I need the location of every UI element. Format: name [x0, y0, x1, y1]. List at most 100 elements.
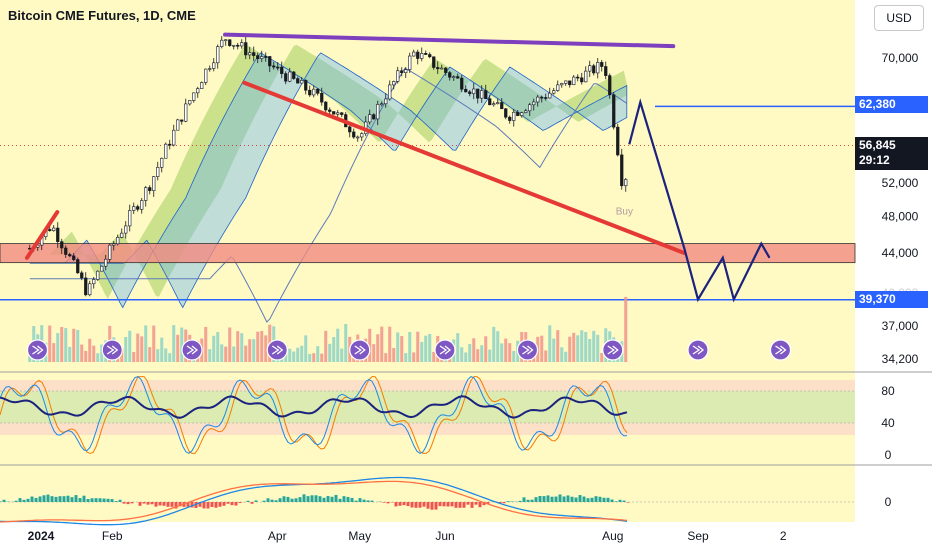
volume-bar: [300, 346, 303, 362]
volume-bar: [376, 334, 379, 362]
candle-body: [492, 104, 495, 105]
macd-histogram-bar: [167, 502, 170, 507]
volume-bar: [208, 349, 211, 362]
candle-body: [72, 256, 75, 260]
macd-histogram-bar: [591, 498, 594, 502]
candle-body: [360, 134, 363, 137]
volume-bar: [344, 324, 347, 362]
volume-bar: [432, 352, 435, 362]
candle-body: [284, 74, 287, 82]
volume-bar: [328, 344, 331, 362]
macd-histogram-bar: [247, 501, 250, 502]
candle-body: [108, 245, 111, 259]
candle-body: [608, 76, 611, 95]
candle-body: [532, 102, 535, 105]
macd-histogram-bar: [451, 502, 454, 506]
candle-body: [520, 113, 523, 116]
event-marker-icon: [182, 340, 202, 360]
candle-body: [64, 248, 67, 254]
candle-body: [236, 45, 239, 46]
oscillator-oversold-band: [0, 423, 855, 435]
macd-histogram-bar: [275, 500, 278, 502]
candle-body: [220, 40, 223, 46]
event-marker-icon: [28, 340, 48, 360]
currency-button[interactable]: USD: [874, 5, 924, 31]
macd-histogram-bar: [291, 499, 294, 502]
candle-body: [248, 53, 251, 55]
macd-histogram-bar: [535, 497, 538, 502]
candle-body: [396, 71, 399, 82]
macd-histogram-bar: [211, 502, 214, 507]
macd-histogram-bar: [439, 502, 442, 506]
candle-body: [584, 71, 587, 82]
event-marker-icon: [518, 340, 538, 360]
macd-histogram-bar: [107, 499, 110, 502]
candle-body: [544, 97, 547, 98]
candle-body: [216, 47, 219, 63]
candle-body: [80, 273, 83, 278]
candle-body: [512, 112, 515, 120]
candle-body: [448, 73, 451, 78]
current-price-value: 56,845: [859, 138, 924, 153]
candle-body: [516, 112, 519, 115]
macd-histogram-bar: [475, 502, 478, 505]
price-axis-tick: 48,000: [882, 209, 919, 223]
candle-body: [144, 188, 147, 201]
candle-body: [356, 137, 359, 138]
event-marker-icon: [603, 340, 623, 360]
macd-histogram-bar: [115, 501, 118, 502]
macd-histogram-bar: [39, 496, 42, 502]
macd-histogram-bar: [599, 497, 602, 502]
oscillator-axis-tick: 40: [881, 416, 895, 430]
macd-histogram-bar: [615, 501, 618, 502]
candle-body: [60, 242, 63, 248]
volume-bar: [224, 347, 227, 362]
volume-bar: [220, 344, 223, 362]
candle-body: [400, 71, 403, 73]
candle-body: [336, 113, 339, 114]
candle-body: [416, 52, 419, 58]
volume-bar: [572, 333, 575, 362]
macd-histogram-bar: [503, 502, 506, 503]
time-axis-tick: Feb: [102, 529, 123, 543]
volume-bar: [388, 327, 391, 362]
candle-body: [68, 254, 71, 255]
candle-body: [368, 115, 371, 122]
macd-histogram-bar: [127, 502, 130, 504]
candle-body: [432, 57, 435, 68]
macd-histogram-bar: [119, 500, 122, 502]
candle-body: [188, 100, 191, 104]
candle-body: [224, 40, 227, 41]
macd-histogram-bar: [415, 502, 418, 508]
volume-bar: [472, 338, 475, 362]
time-axis-tick: Apr: [268, 529, 287, 543]
candle-body: [484, 91, 487, 99]
time-axis-tick: 2024: [28, 529, 55, 543]
macd-histogram-bar: [399, 502, 402, 506]
candle-body: [536, 97, 539, 102]
volume-bar: [460, 347, 463, 362]
volume-bar: [324, 331, 327, 362]
macd-histogram-bar: [311, 495, 314, 502]
candle-body: [256, 56, 259, 59]
volume-bar: [260, 331, 263, 362]
macd-histogram-bar: [319, 496, 322, 502]
candle-body: [252, 53, 255, 56]
oscillator-axis-tick: 80: [881, 384, 895, 398]
volume-bar: [256, 332, 259, 362]
macd-histogram-bar: [111, 499, 114, 502]
candle-body: [272, 66, 275, 67]
candle-body: [468, 92, 471, 94]
candle-body: [348, 127, 351, 132]
volume-bar: [624, 297, 627, 362]
candle-body: [340, 113, 343, 115]
event-marker-icon: [350, 340, 370, 360]
macd-axis-tick: 0: [885, 495, 892, 509]
candle-body: [308, 90, 311, 95]
macd-histogram-bar: [579, 495, 582, 502]
volume-bar: [552, 339, 555, 362]
macd-histogram-bar: [567, 495, 570, 502]
candle-body: [84, 278, 87, 295]
